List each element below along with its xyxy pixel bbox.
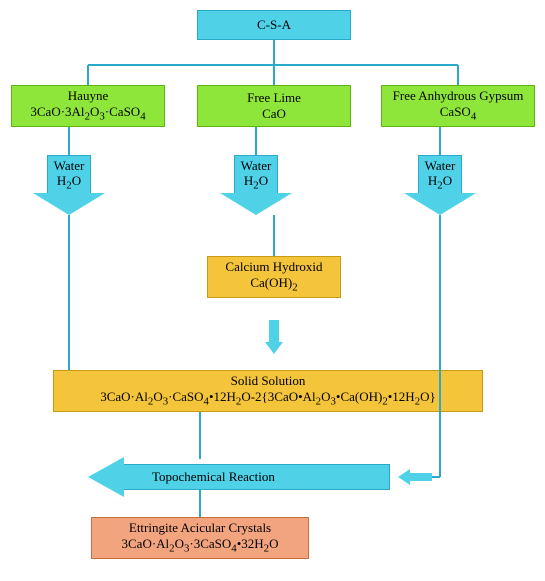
node-title: Solid Solution <box>231 373 306 389</box>
water-arrow-formula: H2O <box>241 174 272 192</box>
water-arrow-formula: H2O <box>425 174 456 192</box>
node-ettringite: Ettringite Acicular Crystals3CaO·Al2O3·3… <box>91 517 309 559</box>
water-arrow-right: WaterH2O <box>404 155 476 215</box>
node-formula: CaO <box>262 106 286 122</box>
node-title: Ettringite Acicular Crystals <box>129 520 271 536</box>
node-formula: CaSO4 <box>440 104 476 124</box>
node-free-lime: Free LimeCaO <box>197 85 351 127</box>
node-title: Free Lime <box>247 90 301 106</box>
node-formula: 3CaO·3Al2O3·CaSO4 <box>30 104 145 124</box>
water-arrow-formula: H2O <box>54 174 85 192</box>
node-title: C-S-A <box>257 17 291 33</box>
node-calcium-hydroxide: Calcium HydroxidCa(OH)2 <box>207 256 341 298</box>
node-title: Calcium Hydroxid <box>225 259 322 275</box>
node-formula: 3CaO·Al2O3·CaSO4•12H2O-2{3CaO•Al2O3•Ca(O… <box>100 389 436 409</box>
water-arrow-mid: WaterH2O <box>220 155 292 215</box>
node-title: Hauyne <box>68 88 108 104</box>
topochemical-reaction-arrow: Topochemical Reaction <box>88 457 390 497</box>
topochemical-reaction-label: Topochemical Reaction <box>152 469 275 485</box>
node-csa: C-S-A <box>197 10 351 40</box>
water-arrow-left: WaterH2O <box>33 155 105 215</box>
node-solid-solution: Solid Solution3CaO·Al2O3·CaSO4•12H2O-2{3… <box>53 370 483 412</box>
node-free-gypsum: Free Anhydrous GypsumCaSO4 <box>381 85 535 127</box>
water-arrow-title: Water <box>425 159 456 174</box>
node-formula: Ca(OH)2 <box>250 275 297 295</box>
node-title: Free Anhydrous Gypsum <box>393 88 524 104</box>
node-hauyne: Hauyne3CaO·3Al2O3·CaSO4 <box>11 85 165 127</box>
node-formula: 3CaO·Al2O3·3CaSO4•32H2O <box>122 536 279 556</box>
arrow-caoh-to-solid <box>268 320 280 354</box>
water-arrow-title: Water <box>241 159 272 174</box>
arrow-gypsum-feed <box>398 469 432 485</box>
water-arrow-title: Water <box>54 159 85 174</box>
